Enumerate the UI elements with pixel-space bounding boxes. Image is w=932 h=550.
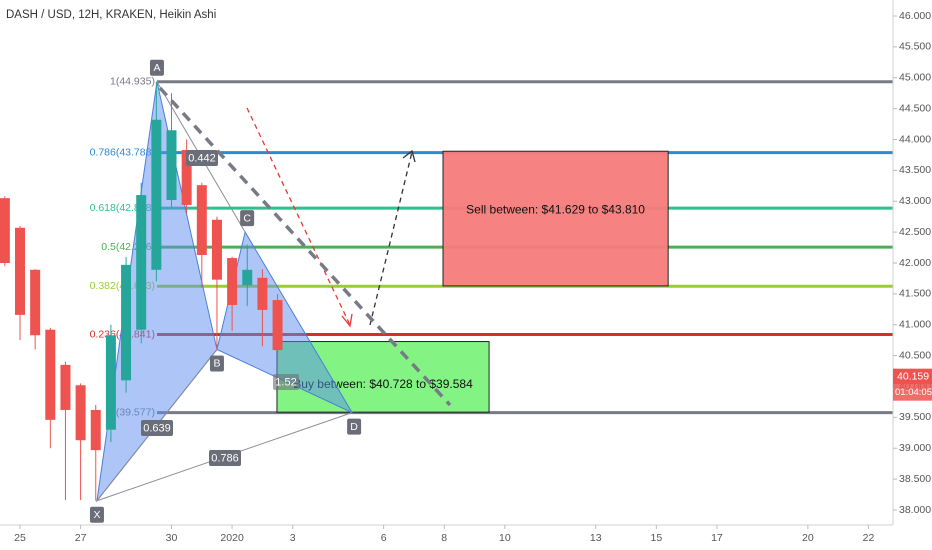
candle-body	[0, 198, 10, 263]
y-tick-label: 43.500	[899, 164, 931, 176]
zone-box	[442, 150, 669, 287]
point-box	[89, 506, 104, 523]
y-tick-label: 39.000	[899, 442, 931, 454]
candle-body	[60, 364, 71, 410]
candle-body	[257, 277, 268, 310]
y-tick-label: 38.000	[899, 504, 931, 516]
candle-body	[242, 269, 253, 286]
y-tick-label: 39.500	[899, 411, 931, 423]
point-box	[209, 355, 224, 372]
y-tick-label: 45.000	[899, 72, 931, 84]
ratio-box	[273, 374, 299, 390]
countdown: 01:04:05	[895, 387, 932, 398]
countdown-tag	[893, 384, 932, 401]
y-tick-label: 46.000	[899, 10, 931, 22]
y-tick-label: 38.500	[899, 473, 931, 485]
candle-body	[30, 269, 41, 336]
point-box	[240, 210, 255, 227]
zone-label: Sell between: $41.629 to $43.810	[466, 203, 645, 217]
arrow-up	[369, 151, 413, 326]
candles	[0, 81, 283, 501]
y-tick-label: 41.000	[899, 319, 931, 331]
ratio-label: 0.786	[211, 452, 239, 464]
point-label: B	[213, 358, 220, 370]
candle-body	[211, 219, 222, 280]
x-tick-label: 2020	[220, 532, 244, 544]
candle-body	[166, 130, 177, 201]
price-axis-bg	[893, 0, 932, 550]
arrow-head	[341, 313, 353, 328]
x-tick-label: 20	[802, 532, 814, 544]
x-tick-label: 30	[166, 532, 178, 544]
y-tick-label: 44.500	[899, 102, 931, 114]
point-box	[347, 418, 362, 435]
ratio-box	[209, 450, 241, 466]
arrow-head	[402, 149, 416, 163]
y-tick-label: 45.500	[899, 41, 931, 53]
candle-body	[14, 227, 25, 315]
point-label: A	[153, 62, 160, 74]
x-tick-label: 22	[863, 532, 875, 544]
candle-body	[151, 119, 162, 270]
last-price-tag	[893, 368, 932, 385]
arrow-down	[246, 107, 351, 326]
x-tick-label: 15	[650, 532, 662, 544]
candle-body	[196, 185, 207, 255]
ratio-label: 0.442	[188, 152, 216, 164]
x-tick-label: 13	[590, 532, 602, 544]
last-price: 40.159	[897, 370, 929, 382]
point-label: C	[243, 212, 251, 224]
fib-label: 1(44.935)	[110, 76, 155, 88]
x-tick-label: 25	[14, 532, 26, 544]
time-axis-bg	[0, 525, 893, 550]
y-tick-label: 43.000	[899, 195, 931, 207]
x-tick-label: 3	[290, 532, 296, 544]
y-tick-label: 40.500	[899, 349, 931, 361]
y-tick-label: 42.000	[899, 257, 931, 269]
y-tick-label: 41.500	[899, 288, 931, 300]
candle-body	[136, 195, 147, 330]
x-tick-label: 8	[441, 532, 447, 544]
x-tick-label: 6	[381, 532, 387, 544]
x-tick-label: 17	[711, 532, 723, 544]
candle-body	[45, 329, 56, 420]
fib-label: 0.786(43.788)	[90, 146, 155, 158]
y-tick-label: 44.000	[899, 133, 931, 145]
arrows	[158, 86, 452, 407]
ratio-label: 0.639	[143, 422, 171, 434]
candle-body	[105, 335, 116, 430]
point-box	[149, 59, 164, 76]
point-label: X	[93, 509, 100, 521]
candle-body	[121, 264, 132, 381]
point-label: D	[350, 421, 358, 433]
candle-body	[227, 258, 238, 305]
ratio-box	[141, 420, 173, 436]
projection-line	[158, 86, 452, 407]
chart-title: DASH / USD, 12H, KRAKEN, Heikin Ashi	[6, 9, 216, 21]
candle-body	[90, 409, 101, 451]
candle-body	[272, 300, 283, 351]
candle-body	[181, 149, 192, 205]
ratio-label: 1.52	[275, 376, 296, 388]
x-tick-label: 27	[75, 532, 87, 544]
candle-body	[75, 385, 86, 441]
y-tick-label: 42.500	[899, 226, 931, 238]
ratio-box	[186, 150, 218, 166]
ratio-labels: 0.442 0.639 0.786 1.52	[141, 150, 299, 466]
x-tick-label: 10	[499, 532, 511, 544]
